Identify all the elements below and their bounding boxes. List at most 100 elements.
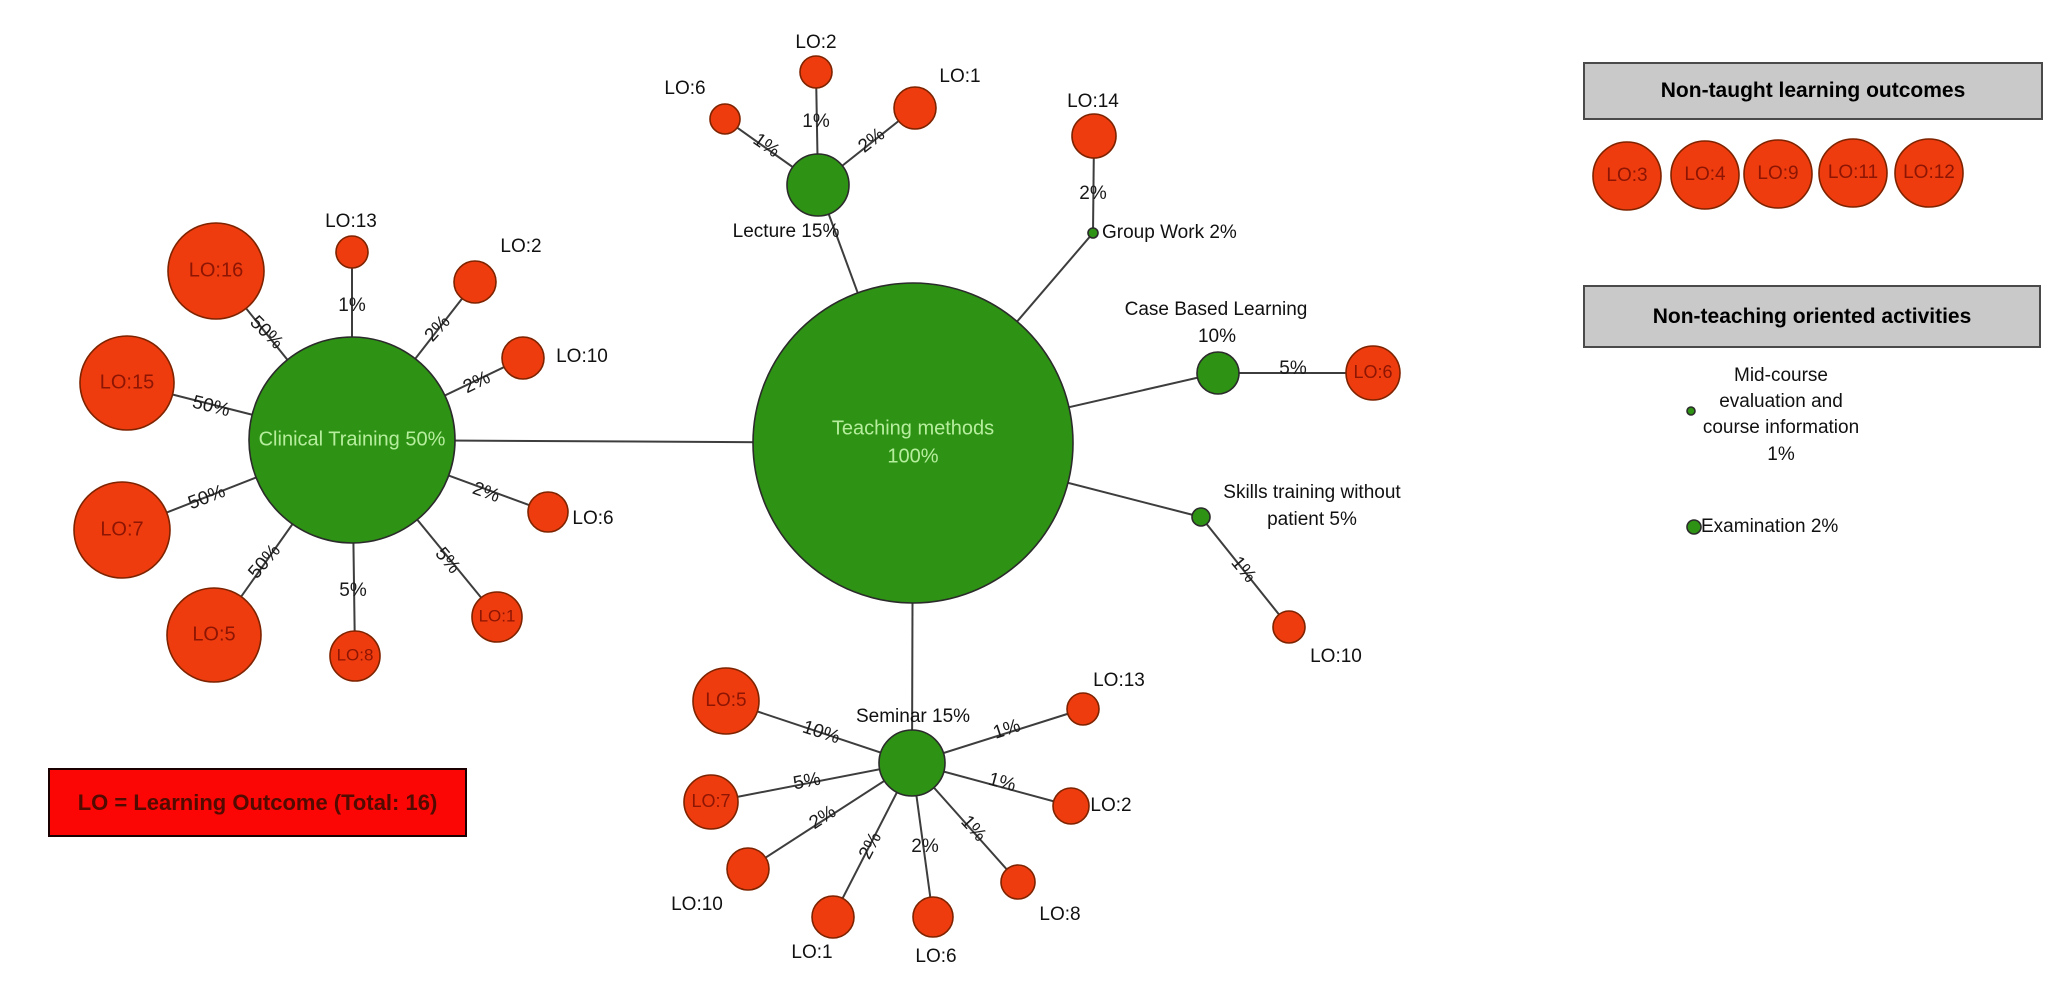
node-label-clinical-lo7: LO:7 [100,518,143,540]
node-label-clinical-lo15: LO:15 [100,371,154,393]
lo-legend-box: LO = Learning Outcome (Total: 16) [48,768,467,837]
midcourse-label-line3: course information [1703,417,1859,438]
node-nontaught-lo9 [1743,139,1813,209]
edge-line [1200,516,1290,628]
node-seminar-lo10 [726,847,770,891]
node-label-nontaught-lo3: LO:3 [1606,165,1647,186]
edge-percent-label: 50% [244,540,285,583]
midcourse-label-line4: 1% [1767,444,1795,465]
lo-label-clinical-lo2: LO:2 [500,236,541,257]
node-label-clinical-lo8: LO:8 [337,645,374,664]
lo-label-groupwork-lo14: LO:14 [1067,91,1119,112]
node-clinical-lo10 [501,336,545,380]
node-lecture-lo6 [709,103,741,135]
node-seminar-lo13 [1066,692,1100,726]
node-label-seminar-lo7: LO:7 [691,791,730,811]
node-seminar [878,729,946,797]
edge-percent-label: 1% [956,811,990,846]
node-case-based-learning [1196,351,1240,395]
edge-percent-label: 50% [245,312,287,354]
node-clinical-lo13 [335,235,369,269]
node-clinical-lo1 [471,591,523,643]
node-clinical-training [248,336,456,544]
edge-percent-label: 2% [470,478,503,507]
node-label-nontaught-lo11: LO:11 [1828,162,1878,183]
node-examination [1686,519,1702,535]
node-seminar-lo7 [683,774,739,830]
node-label-nontaught-lo9: LO:9 [1757,163,1798,184]
node-clinical-lo2 [453,260,497,304]
node-label-clinical-lo16: LO:16 [189,259,243,281]
edge-percent-label: 1% [991,715,1024,743]
edge-percent-label: 2% [421,311,455,346]
node-clinical-lo15 [79,335,175,431]
node-lecture-lo1 [893,86,937,130]
edge-percent-label: 5% [791,769,822,795]
node-nontaught-lo3 [1592,141,1662,211]
lo-label-seminar-lo2: LO:2 [1090,795,1131,816]
lo-label-seminar-lo13: LO:13 [1093,670,1145,691]
node-nontaught-lo12 [1894,138,1964,208]
node-lecture [786,153,850,217]
edge-percent-label: 10% [800,717,843,749]
edge-percent-label: 2% [911,836,939,857]
lo-legend-text: LO = Learning Outcome (Total: 16) [77,789,438,815]
node-teaching-methods [752,282,1074,604]
node-clinical-lo16 [167,222,265,320]
node-label-seminar-lo5: LO:5 [705,690,746,711]
node-seminar-lo8 [1000,864,1036,900]
node-label-clinical-training: Clinical Training 50% [259,428,446,450]
node-label-nontaught-lo12: LO:12 [1903,162,1955,183]
midcourse-label-line2: evaluation and [1719,391,1843,412]
node-seminar-lo2 [1052,787,1090,825]
lo-label-clinical-lo6: LO:6 [572,508,613,529]
edge-line [710,762,913,803]
edge-percent-label: 2% [855,829,886,863]
node-nontaught-lo4 [1670,140,1740,210]
edge-percent-label: 1% [802,111,830,132]
node-nontaught-lo11 [1818,138,1888,208]
node-lecture-lo2 [799,55,833,89]
edge-percent-label: 2% [1079,183,1107,204]
node-label-clinical-lo1: LO:1 [479,606,516,625]
edge-percent-label: 1% [986,769,1018,796]
non-taught-outcomes-header: Non-taught learning outcomes [1583,62,2043,120]
node-label-teaching-methods: Teaching methods [832,417,994,439]
lo-label-clinical-lo10: LO:10 [556,346,608,367]
node-skills-training [1191,507,1211,527]
non-taught-outcomes-title: Non-taught learning outcomes [1660,79,1966,102]
node-clinical-lo8 [329,630,381,682]
node-clinical-lo5 [166,587,262,683]
node-seminar-lo5 [692,667,760,735]
node-label-teaching-methods: 100% [887,445,938,467]
edge-percent-label: 1% [338,295,366,316]
edge-percent-label: 50% [190,392,232,422]
node-group-work [1087,227,1099,239]
edge-percent-label: 1% [1226,552,1260,587]
lo-label-seminar-lo10: LO:10 [671,894,723,915]
node-seminar-lo6 [912,896,954,938]
cbl-label-line1: Case Based Learning [1125,299,1308,320]
edge-percent-label: 5% [430,543,464,578]
lo-label-lecture-lo2: LO:2 [795,32,836,53]
lo-label-clinical-lo13: LO:13 [325,211,377,232]
node-groupwork-lo14 [1071,113,1117,159]
node-label-clinical-lo5: LO:5 [192,623,235,645]
lo-label-skills-lo10: LO:10 [1310,646,1362,667]
node-skills-lo10 [1272,610,1306,644]
lo-label-lecture-lo6: LO:6 [664,78,705,99]
node-clinical-lo7 [73,481,171,579]
edge-percent-label: 5% [1279,358,1307,379]
lo-label-seminar-lo1: LO:1 [791,942,832,963]
node-cbl-lo6 [1345,345,1401,401]
node-seminar-lo1 [811,895,855,939]
node-label-cbl-lo6: LO:6 [1353,362,1392,382]
edge-percent-label: 50% [185,481,228,514]
cbl-label-line2: 10% [1198,326,1236,347]
node-label-nontaught-lo4: LO:4 [1684,164,1726,185]
node-clinical-lo6 [527,491,569,533]
lo-label-seminar-lo6: LO:6 [915,946,956,967]
skills-label-line1: Skills training without [1223,482,1401,503]
